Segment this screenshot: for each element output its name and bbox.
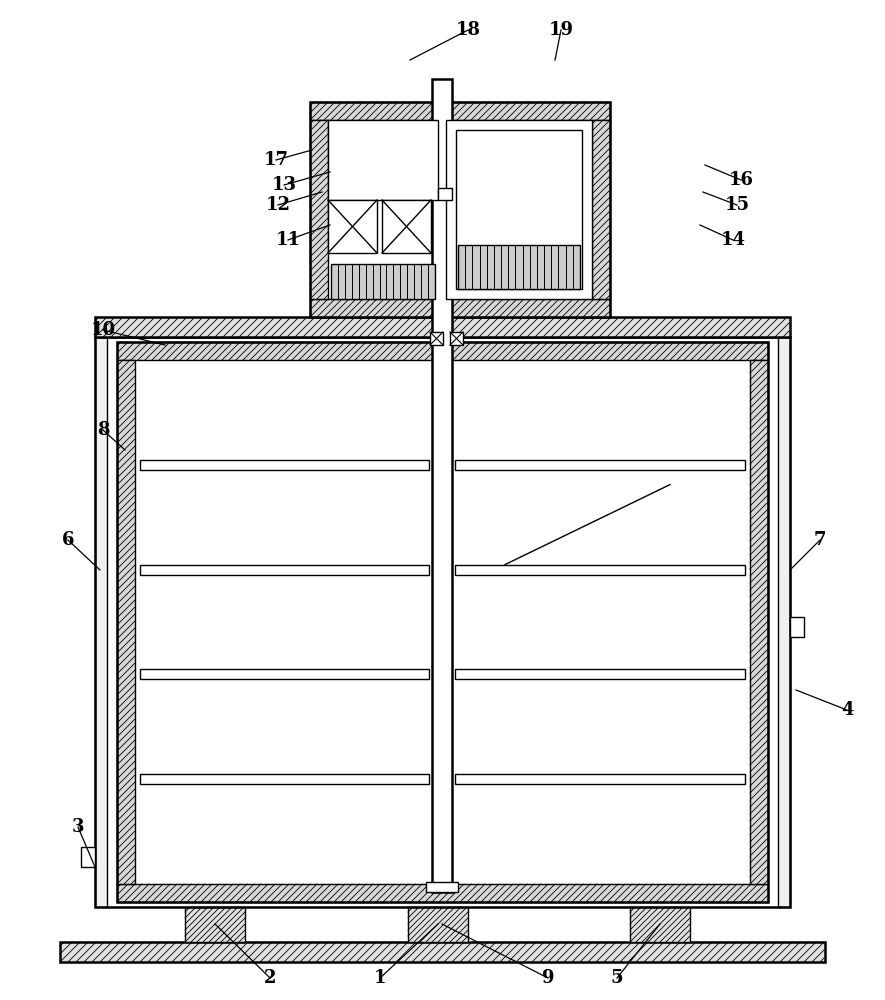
Text: 11: 11 — [275, 231, 301, 249]
Text: 13: 13 — [272, 176, 296, 194]
Bar — [117, 884, 768, 902]
Bar — [140, 460, 429, 470]
Bar — [328, 200, 377, 253]
Bar — [95, 337, 790, 907]
Bar — [95, 337, 107, 907]
Text: 14: 14 — [720, 231, 745, 249]
Bar — [450, 332, 463, 345]
Bar — [592, 120, 610, 299]
Text: 7: 7 — [813, 531, 827, 549]
Bar — [331, 264, 435, 299]
Text: 6: 6 — [62, 531, 74, 549]
Text: 2: 2 — [264, 969, 276, 987]
Bar — [95, 317, 790, 337]
Bar — [630, 907, 690, 942]
Bar — [60, 942, 825, 962]
Bar — [140, 669, 429, 679]
Bar — [458, 245, 580, 289]
Bar — [456, 130, 582, 289]
Bar — [117, 342, 768, 360]
Bar — [408, 907, 468, 942]
Text: 8: 8 — [96, 421, 109, 439]
Bar — [310, 102, 610, 120]
Bar — [455, 774, 745, 784]
Bar — [140, 774, 429, 784]
Bar — [81, 847, 95, 867]
Bar — [185, 907, 245, 942]
Bar — [382, 200, 431, 253]
Bar — [790, 617, 804, 637]
Bar — [140, 565, 429, 575]
Bar — [750, 360, 768, 884]
Bar — [426, 882, 458, 892]
Text: 10: 10 — [90, 321, 116, 339]
Bar — [455, 669, 745, 679]
Bar — [455, 460, 745, 470]
Bar — [438, 188, 452, 200]
Bar — [310, 299, 610, 317]
Bar — [446, 120, 592, 299]
Text: 12: 12 — [266, 196, 290, 214]
Bar — [430, 332, 443, 345]
Text: 16: 16 — [728, 171, 753, 189]
Bar — [117, 360, 135, 884]
Text: 17: 17 — [264, 151, 289, 169]
Text: 19: 19 — [549, 21, 573, 39]
Text: 15: 15 — [725, 196, 750, 214]
Text: 3: 3 — [72, 818, 84, 836]
Bar — [778, 337, 790, 907]
Bar — [310, 120, 328, 299]
Bar — [117, 342, 768, 902]
Text: 1: 1 — [373, 969, 386, 987]
Bar — [455, 565, 745, 575]
Bar — [432, 79, 452, 892]
Text: 18: 18 — [456, 21, 481, 39]
Text: 9: 9 — [542, 969, 554, 987]
Text: 4: 4 — [841, 701, 853, 719]
Bar — [328, 120, 438, 200]
Text: 5: 5 — [611, 969, 623, 987]
Bar — [310, 102, 610, 317]
